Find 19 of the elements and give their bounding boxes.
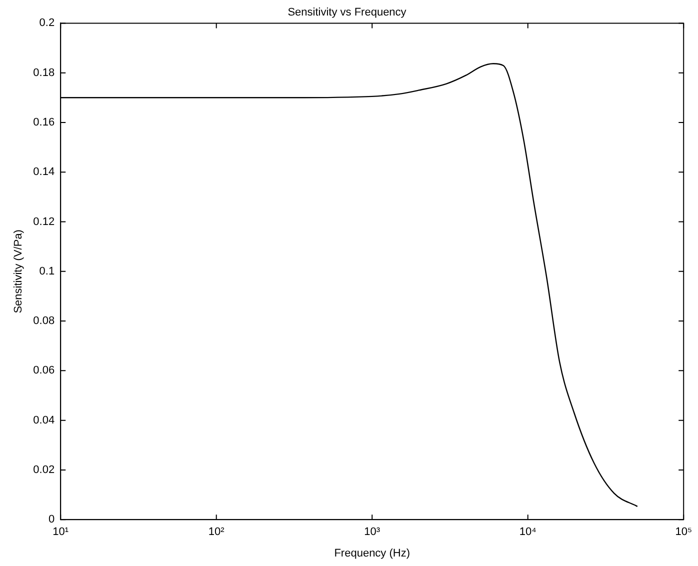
x-axis-title: Frequency (Hz) (334, 547, 410, 560)
x-tick-label: 10² (208, 526, 225, 538)
y-tick-label: 0.16 (33, 116, 55, 129)
y-tick-label: 0.1 (39, 265, 55, 278)
y-tick-label: 0.2 (39, 17, 55, 30)
y-tick-label: 0.12 (33, 216, 55, 228)
chart-title: Sensitivity vs Frequency (288, 6, 407, 19)
y-tick-label: 0.14 (33, 166, 55, 178)
y-tick-label: 0 (48, 514, 55, 526)
y-tick-label: 0.04 (33, 414, 55, 426)
y-axis-title: Sensitivity (V/Pa) (12, 230, 25, 314)
y-tick-label: 0.06 (33, 364, 55, 377)
x-tick-label: 10⁵ (675, 526, 692, 538)
x-tick-label: 10⁴ (519, 526, 537, 538)
y-tick-label: 0.18 (33, 66, 55, 79)
x-tick-label: 10¹ (52, 526, 69, 538)
y-tick-label: 0.02 (33, 464, 55, 476)
x-tick-label: 10³ (364, 526, 380, 538)
y-tick-label: 0.08 (33, 315, 55, 328)
